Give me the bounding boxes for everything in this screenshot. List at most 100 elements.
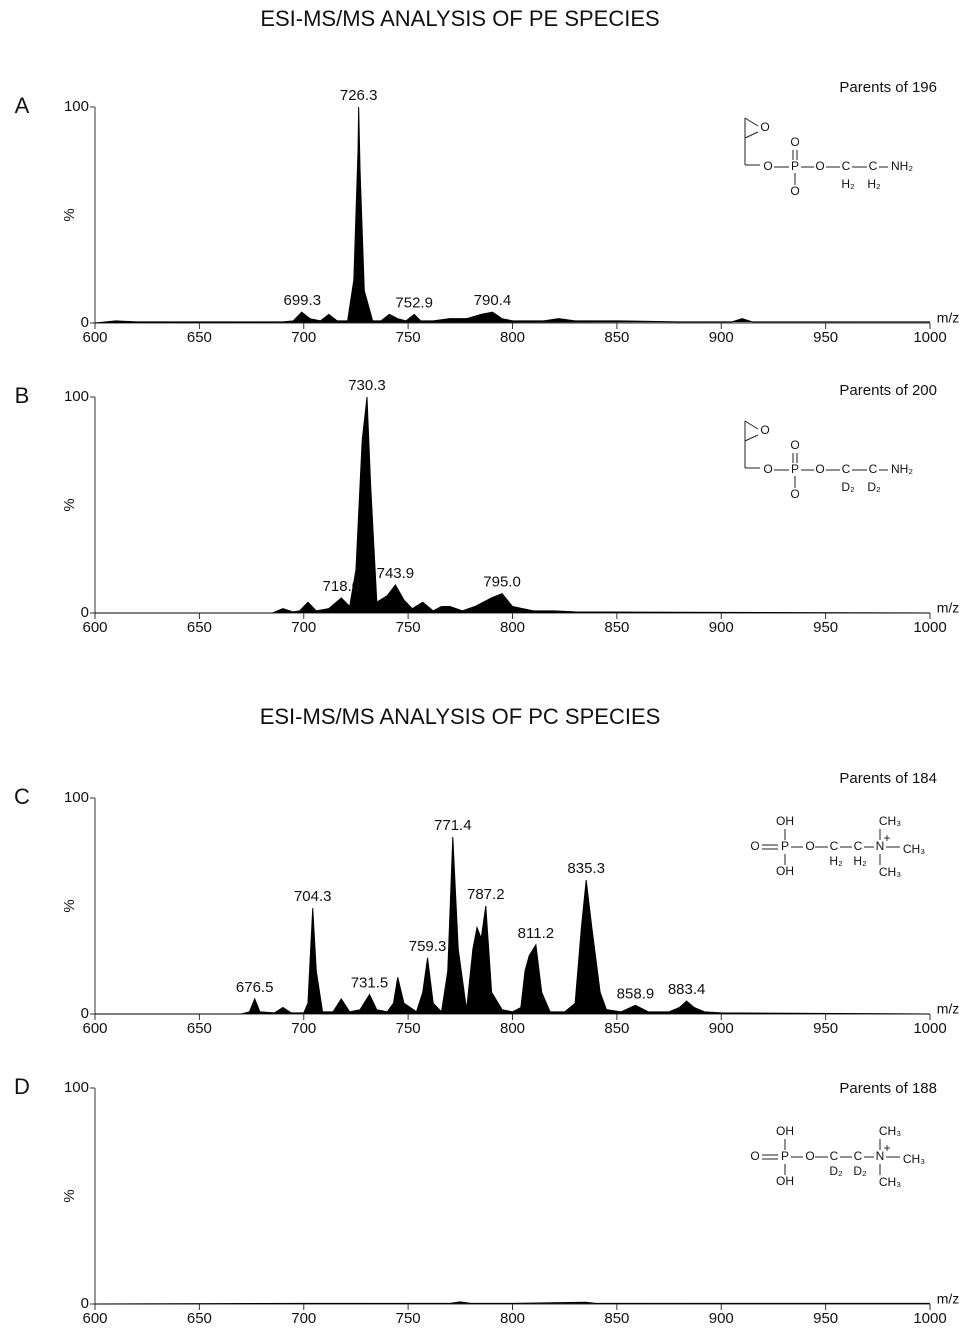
- structure-atom: P: [781, 1149, 789, 1163]
- structure-atom: C: [830, 839, 839, 853]
- x-tick-label: 800: [500, 329, 525, 346]
- structure-bond: [744, 420, 759, 430]
- x-tick-label: 1000: [913, 1020, 946, 1037]
- x-tick-label: 1000: [913, 1310, 946, 1327]
- structure-atom: C: [854, 839, 863, 853]
- y-tick-label: 100: [64, 388, 89, 405]
- structure-atom: O: [815, 462, 824, 476]
- x-axis-label: m/z: [937, 310, 960, 326]
- x-tick-label: 600: [82, 619, 107, 636]
- x-tick-label: 650: [187, 619, 212, 636]
- peak-label: 718.0: [323, 578, 361, 595]
- x-tick-label: 800: [500, 1020, 525, 1037]
- y-axis-label: %: [61, 1189, 78, 1202]
- x-tick-label: 850: [604, 1310, 629, 1327]
- peak-label: 795.0: [483, 574, 521, 591]
- x-tick-label: 850: [604, 1020, 629, 1037]
- structure-bond: [744, 434, 759, 442]
- peak-label: 883.4: [668, 981, 706, 998]
- peak-label: 858.9: [617, 985, 655, 1002]
- structure-atom: C: [842, 159, 851, 173]
- x-tick-label: 900: [709, 329, 734, 346]
- panel-letter: D: [14, 1074, 30, 1099]
- structure-atom: NH₂: [891, 159, 913, 173]
- y-tick-label: 0: [81, 604, 89, 621]
- x-tick-label: 900: [709, 619, 734, 636]
- x-tick-label: 900: [709, 1020, 734, 1037]
- structure-atom: D₂: [829, 1164, 843, 1178]
- structure-atom: CH₃: [879, 865, 901, 879]
- structure-atom: O: [815, 159, 824, 173]
- x-tick-label: 850: [604, 329, 629, 346]
- structure-atom: +: [883, 1141, 890, 1155]
- panel-letter: A: [15, 93, 30, 118]
- section-title: ESI-MS/MS ANALYSIS OF PC SPECIES: [260, 704, 661, 729]
- peak-label: 731.5: [351, 975, 389, 992]
- peak-label: 759.3: [409, 938, 447, 955]
- x-tick-label: 700: [291, 1310, 316, 1327]
- panel-letter: C: [14, 784, 30, 809]
- x-tick-label: 650: [187, 329, 212, 346]
- structure-atom: O: [790, 135, 799, 149]
- structure-atom: OH: [776, 1174, 794, 1188]
- structure-atom: CH₃: [879, 1175, 901, 1189]
- structure-atom: P: [791, 159, 799, 173]
- structure-atom: CH₃: [903, 842, 925, 856]
- peak-label: 811.2: [518, 925, 554, 942]
- structure-atom: H₂: [829, 854, 843, 868]
- x-tick-label: 750: [396, 1020, 421, 1037]
- x-tick-label: 750: [396, 619, 421, 636]
- x-tick-label: 850: [604, 619, 629, 636]
- y-axis-label: %: [61, 208, 78, 221]
- x-axis-label: m/z: [937, 1001, 960, 1017]
- structure-atom: +: [883, 831, 890, 845]
- structure-atom: CH₃: [879, 1124, 901, 1138]
- y-axis-label: %: [61, 498, 78, 511]
- x-tick-label: 600: [82, 1310, 107, 1327]
- structure-atom: O: [805, 839, 814, 853]
- structure-atom: OH: [776, 814, 794, 828]
- peak-label: 835.3: [567, 860, 605, 877]
- structure-atom: CH₃: [903, 1152, 925, 1166]
- structure-atom: C: [842, 462, 851, 476]
- section-title: ESI-MS/MS ANALYSIS OF PE SPECIES: [260, 6, 659, 31]
- structure-bond: [744, 117, 759, 127]
- y-tick-label: 0: [81, 1295, 89, 1312]
- peak-label: 730.3: [348, 377, 386, 394]
- structure-atom: P: [791, 462, 799, 476]
- structure-atom: O: [750, 839, 759, 853]
- peak-label: 752.9: [395, 294, 433, 311]
- structure-atom: O: [763, 159, 772, 173]
- x-tick-label: 950: [813, 1020, 838, 1037]
- structure-atom: OH: [776, 864, 794, 878]
- x-tick-label: 650: [187, 1020, 212, 1037]
- x-tick-label: 700: [291, 619, 316, 636]
- peak-label: 790.4: [474, 292, 512, 309]
- spectrum: [94, 1301, 930, 1305]
- structure-atom: N: [876, 839, 885, 853]
- y-tick-label: 100: [64, 1079, 89, 1096]
- x-tick-label: 700: [291, 1020, 316, 1037]
- structure-atom: C: [869, 462, 878, 476]
- x-tick-label: 800: [500, 1310, 525, 1327]
- y-tick-label: 100: [64, 98, 89, 115]
- y-axis-label: %: [61, 899, 78, 912]
- structure-atom: H₂: [841, 177, 855, 191]
- peak-label: 787.2: [467, 886, 505, 903]
- x-tick-label: 950: [813, 619, 838, 636]
- y-tick-label: 100: [64, 789, 89, 806]
- structure-atom: D₂: [841, 480, 855, 494]
- x-tick-label: 650: [187, 1310, 212, 1327]
- annotation: Parents of 196: [839, 79, 937, 96]
- annotation: Parents of 184: [839, 770, 937, 787]
- structure-atom: O: [790, 487, 799, 501]
- structure-atom: P: [781, 839, 789, 853]
- x-axis-label: m/z: [937, 600, 960, 616]
- x-tick-label: 1000: [913, 329, 946, 346]
- structure-atom: C: [869, 159, 878, 173]
- x-tick-label: 750: [396, 1310, 421, 1327]
- structure-atom: O: [760, 120, 769, 134]
- structure-atom: O: [750, 1149, 759, 1163]
- spectrum: [95, 836, 931, 1015]
